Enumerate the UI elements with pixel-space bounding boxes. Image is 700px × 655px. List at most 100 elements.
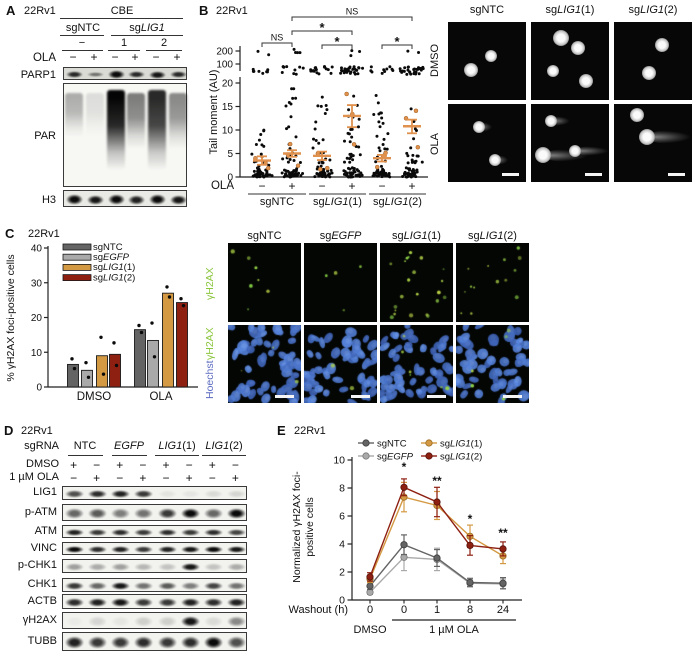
data-point	[309, 68, 313, 72]
data-point	[294, 154, 298, 158]
data-point	[345, 70, 349, 74]
ola-sign: −	[69, 50, 77, 64]
blot-strip	[63, 67, 187, 80]
data-point	[351, 115, 355, 119]
data-point	[361, 66, 365, 70]
protein-band	[65, 194, 83, 205]
data-point	[294, 135, 298, 139]
data-point	[357, 66, 361, 70]
x-tick-label: 8	[467, 604, 473, 616]
data-point	[320, 172, 324, 176]
data-point	[317, 141, 321, 145]
protein-band	[226, 582, 246, 590]
data-point	[322, 150, 326, 154]
comet-row-label-dmso: DMSO	[429, 44, 441, 78]
data-point	[344, 173, 348, 177]
series-marker	[366, 582, 374, 590]
protein-band	[88, 508, 108, 519]
protein-band	[127, 71, 145, 78]
data-point	[375, 170, 379, 174]
series-marker	[466, 541, 474, 550]
data-point	[380, 172, 384, 176]
data-point	[256, 175, 260, 179]
data-point	[317, 174, 321, 178]
panel-a-letter: A	[6, 3, 16, 18]
sig-label: *	[402, 460, 407, 474]
protein-band	[157, 598, 177, 607]
data-point	[401, 175, 405, 179]
data-point	[256, 170, 260, 174]
replicate-mean-dot	[285, 152, 291, 157]
blot-row-label: LIG1	[33, 486, 57, 498]
data-point	[342, 139, 346, 143]
data-point	[318, 171, 322, 175]
data-point	[381, 121, 385, 125]
hoechst-label-part: Hoechst	[204, 360, 216, 399]
data-point	[265, 70, 269, 74]
series-marker	[466, 578, 474, 587]
bar	[147, 339, 159, 388]
data-point	[380, 172, 384, 176]
data-point	[345, 67, 349, 71]
data-point	[349, 152, 353, 156]
comet-col-title: sgLIG1(1)	[545, 4, 595, 16]
legend-label: sgNTC	[377, 439, 407, 450]
data-point	[412, 137, 416, 141]
protein-band	[111, 563, 131, 571]
data-point	[409, 107, 413, 111]
legend-label: sgNTC	[93, 242, 123, 253]
comet-tail	[574, 145, 609, 156]
protein-band	[134, 529, 154, 536]
x-tick-label: 1	[434, 604, 440, 616]
data-point	[350, 175, 354, 179]
data-point	[360, 173, 364, 177]
replicate-dot	[165, 285, 169, 289]
data-point	[267, 53, 271, 57]
data-point	[320, 173, 324, 177]
data-point	[412, 68, 416, 72]
data-point	[252, 174, 256, 178]
data-point	[355, 68, 359, 72]
data-point	[282, 65, 286, 69]
data-point	[371, 174, 375, 178]
series-marker	[466, 532, 474, 540]
data-point	[257, 167, 261, 171]
data-point	[413, 70, 417, 74]
data-point	[380, 173, 384, 177]
data-point	[378, 125, 382, 129]
data-point	[414, 159, 418, 163]
data-point	[380, 175, 384, 179]
protein-band	[88, 563, 108, 571]
data-point	[357, 145, 361, 149]
comet-tail	[551, 116, 574, 127]
panel-b-cellline: 22Rv1	[216, 5, 248, 17]
protein-band	[157, 546, 177, 553]
protein-band	[203, 582, 223, 590]
protein-band	[65, 598, 85, 607]
data-point	[345, 171, 349, 175]
protein-band	[111, 529, 131, 536]
protein-band	[226, 636, 246, 649]
data-point	[318, 171, 322, 175]
y-tick-label: 8	[339, 483, 345, 495]
data-point	[348, 167, 352, 171]
dmso-sign: +	[162, 458, 170, 472]
data-point	[324, 104, 328, 108]
data-point	[348, 152, 352, 156]
data-point	[346, 69, 350, 73]
comet-image	[531, 22, 609, 100]
data-point	[420, 160, 424, 164]
protein-band	[65, 71, 83, 78]
data-point	[408, 167, 412, 171]
data-point	[354, 173, 358, 177]
data-point	[320, 168, 324, 172]
data-point	[383, 173, 387, 177]
data-point	[339, 71, 343, 75]
data-point	[288, 154, 292, 158]
series-marker	[366, 588, 374, 596]
blot-row-label: TUBB	[27, 634, 57, 647]
data-point	[288, 172, 292, 176]
protein-band	[127, 194, 145, 205]
data-point	[382, 170, 386, 174]
data-point	[311, 69, 315, 73]
